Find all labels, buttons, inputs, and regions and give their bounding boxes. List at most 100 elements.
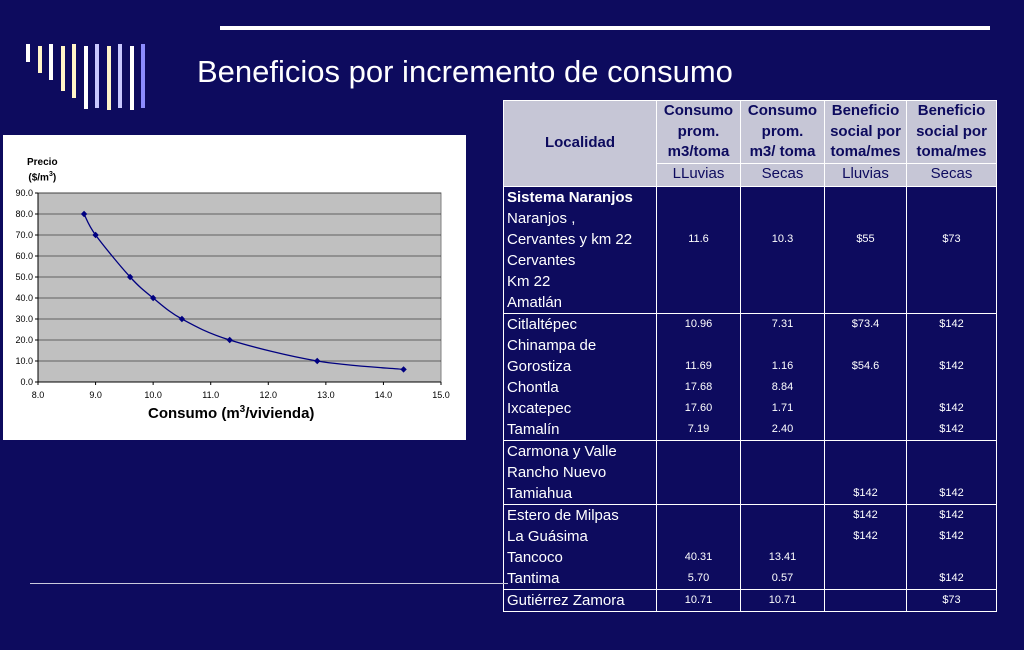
cell-value	[825, 208, 906, 229]
localidad-name: Cervantes	[507, 251, 576, 269]
localidad-cell: Citlaltépec Chinampa de Gorostiza Chontla Ix…	[503, 312, 657, 441]
cell-value: 17.60	[684, 401, 713, 414]
localidad-name: Km 22	[507, 272, 551, 290]
localidad-cell: Estero de Milpas La Guásima Tancoco Tantima	[503, 503, 657, 590]
cell-value: 8.84	[771, 380, 794, 393]
value-cell: $73	[906, 588, 997, 612]
cell-value	[741, 505, 824, 526]
cell-value: 10.96	[684, 317, 713, 330]
header-text: prom.	[677, 122, 720, 140]
cell-value	[657, 208, 740, 229]
cell-value	[741, 526, 824, 547]
cell-value	[657, 505, 740, 526]
cell-value	[907, 335, 996, 356]
cell-value: $142	[853, 529, 878, 542]
table-row: Sistema Naranjos Naranjos , Cervantes y km…	[503, 185, 997, 314]
value-cell: 10.71	[740, 588, 825, 612]
cell-value: $54.6	[851, 359, 880, 372]
cell-value: 1.71	[771, 401, 794, 414]
value-cell: $55	[824, 185, 907, 314]
cell-value	[907, 187, 996, 208]
cell-value: 11.6	[688, 232, 709, 245]
cell-value	[825, 250, 906, 271]
data-point	[400, 366, 407, 373]
value-cell: 7.31 1.16 8.84 1.71 2.40	[740, 312, 825, 441]
value-cell: 10.71	[656, 588, 741, 612]
chart-svg: 0.0 10.0 20.0 30.0 40.0 50.0 60.0 70.0 80.0 90.0 8…	[15, 188, 449, 400]
localidad-name: Tancoco	[507, 548, 563, 566]
table-row: Gutiérrez Zamora 10.71 10.71 $73	[503, 588, 997, 612]
localidad-name: Cervantes y km 22	[507, 230, 633, 248]
cell-value	[657, 335, 740, 356]
x-tick-label: 13.0	[317, 390, 335, 400]
y-tick-label: 50.0	[15, 272, 33, 282]
cell-value	[825, 398, 906, 419]
header-text: toma/mes	[916, 143, 987, 160]
cell-value	[907, 271, 996, 292]
cell-value: $142	[853, 508, 878, 521]
cell-value	[907, 208, 996, 229]
y-title-line1: Precio	[27, 157, 58, 168]
x-title-post: /vivienda)	[245, 405, 315, 422]
y-tick-label: 80.0	[15, 209, 33, 219]
decorative-bar	[118, 44, 122, 108]
localidad-name: Tamiahua	[507, 484, 573, 502]
value-cell: 13.41 0.57	[740, 503, 825, 590]
localidad-name: Citlaltépec	[507, 315, 578, 333]
value-cell: $142 $142 $142 $142	[906, 312, 997, 441]
localidad-name: Tamalín	[507, 420, 560, 438]
benefits-table: Localidad Consumo prom. m3/toma Consumo …	[503, 100, 997, 612]
cell-value: $73	[942, 232, 961, 245]
decorative-bar	[37, 46, 42, 73]
localidad-name: Amatlán	[507, 293, 563, 311]
y-tick-label: 40.0	[15, 293, 33, 303]
localidad-name: Ixcatepec	[507, 399, 572, 417]
cell-value	[907, 547, 996, 568]
localidad-name: Gutiérrez Zamora	[507, 591, 625, 609]
header-text: m3/toma	[667, 143, 730, 160]
localidad-cell: Gutiérrez Zamora	[503, 588, 657, 612]
cell-value	[907, 462, 996, 483]
table-row: Estero de Milpas La Guásima Tancoco Tantima…	[503, 503, 997, 590]
cell-value	[741, 483, 824, 504]
header-beneficio-secas: Beneficio social por toma/mes	[906, 100, 997, 164]
cell-value: 0.57	[771, 571, 794, 584]
cell-value: 10.71	[768, 593, 797, 606]
subheader-lluvias: Lluvias	[824, 162, 907, 187]
decorative-bar	[106, 46, 111, 110]
value-cell: $142 $142	[824, 503, 907, 590]
localidad-name: Carmona y Valle	[507, 442, 617, 460]
y-tick-label: 10.0	[15, 356, 33, 366]
y-tick-label: 60.0	[15, 251, 33, 261]
subheader-secas: Secas	[740, 162, 825, 187]
header-beneficio-lluvias: Beneficio social por toma/mes	[824, 100, 907, 164]
table-row: Citlaltépec Chinampa de Gorostiza Chontla Ix…	[503, 312, 997, 441]
cell-value: $142	[939, 422, 964, 435]
slide-title: Beneficios por incremento de consumo	[197, 54, 733, 89]
cell-value	[657, 441, 740, 462]
cell-value	[825, 590, 906, 611]
decorative-bar	[129, 46, 134, 110]
cell-value	[825, 187, 906, 208]
footer-rule	[30, 583, 508, 584]
localidad-name: Naranjos ,	[507, 209, 576, 227]
value-cell: 40.31 5.70	[656, 503, 741, 590]
cell-value	[741, 335, 824, 356]
cell-value	[741, 250, 824, 271]
cell-value	[657, 292, 740, 313]
value-cell: 11.6	[656, 185, 741, 314]
value-cell: 10.96 11.69 17.68 17.60 7.19	[656, 312, 741, 441]
cell-value: 10.71	[684, 593, 713, 606]
chart-x-axis-title: Consumo (m3/vivienda)	[148, 404, 314, 422]
x-tick-label: 14.0	[375, 390, 393, 400]
header-text: social por	[830, 122, 901, 140]
cell-value	[657, 271, 740, 292]
cell-value: 7.19	[687, 422, 710, 435]
decorative-bar	[141, 44, 145, 108]
table-header-row: Localidad Consumo prom. m3/toma Consumo …	[503, 100, 997, 187]
cell-value	[825, 271, 906, 292]
cell-value	[741, 441, 824, 462]
cell-value	[825, 462, 906, 483]
header-text: Beneficio	[831, 102, 900, 119]
cell-value: 13.41	[768, 550, 797, 563]
